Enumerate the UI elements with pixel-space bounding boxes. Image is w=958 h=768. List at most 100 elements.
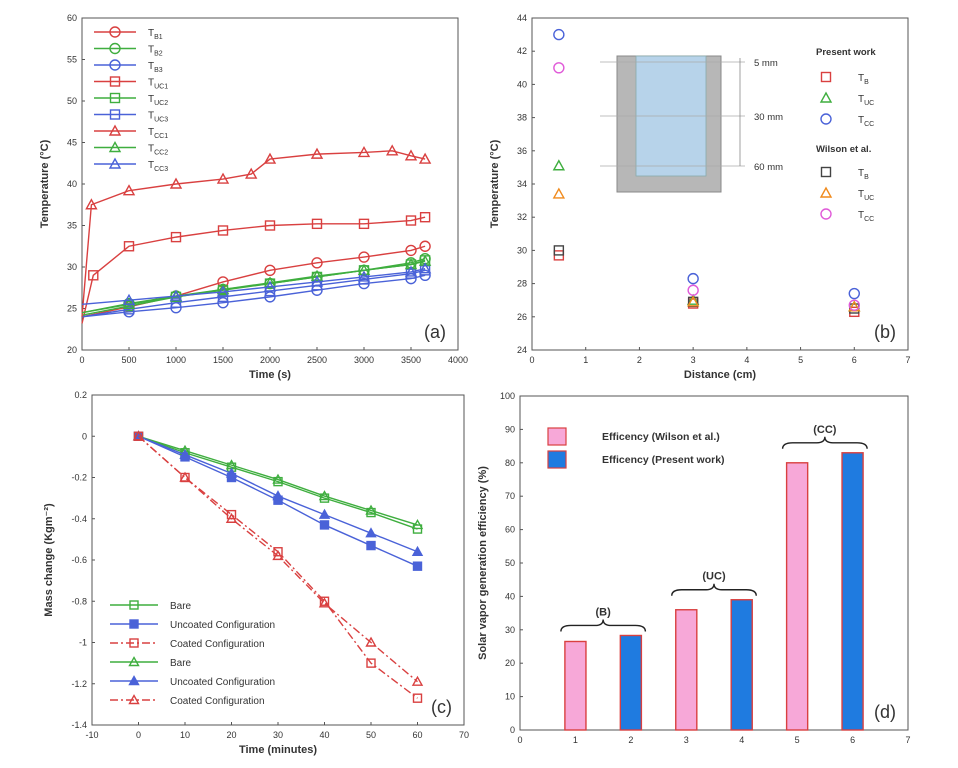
y-tick-label: 0.2 [74, 390, 87, 400]
x-tick-label: 3 [691, 355, 696, 365]
y-tick-label: -0.4 [71, 514, 87, 524]
legend-label: TUC2 [148, 94, 168, 107]
data-point [686, 293, 700, 305]
y-tick-label: 20 [67, 345, 77, 355]
legend-marker [108, 124, 122, 136]
legend-label: TCC1 [148, 127, 168, 140]
legend-marker [129, 638, 139, 648]
x-tick-label: 500 [121, 355, 136, 365]
legend-label: TB [858, 168, 869, 181]
x-tick-label: 10 [180, 730, 190, 740]
series-line [81, 267, 426, 306]
data-point [272, 490, 284, 501]
group-brace: (UC) [671, 571, 757, 596]
y-tick-label: -1.2 [71, 679, 87, 689]
data-point [365, 527, 377, 538]
y-tick-label: 45 [67, 138, 77, 148]
brace-path [781, 436, 868, 449]
x-tick-label: 50 [366, 730, 376, 740]
x-tick-label: 0 [79, 355, 84, 365]
legend-label: Coated Configuration [170, 696, 265, 707]
y-tick-label: 20 [505, 658, 515, 668]
x-tick-label: 1 [583, 355, 588, 365]
legend-label: Uncoated Configuration [170, 677, 275, 688]
legend-group-title: Wilson et al. [816, 144, 871, 155]
legend-label: Efficency (Present work) [602, 454, 725, 466]
data-point [848, 299, 860, 311]
y-tick-label: 34 [517, 179, 527, 189]
legend-label: TB [858, 73, 869, 86]
data-point [358, 251, 370, 263]
data-point [85, 198, 98, 210]
data-point [687, 284, 699, 296]
y-tick-label: 28 [517, 279, 527, 289]
data-point [357, 146, 371, 158]
data-point [123, 241, 135, 252]
data-point [170, 297, 182, 308]
legend-label: TB1 [148, 28, 163, 41]
x-tick-label: 1000 [166, 355, 186, 365]
bar [564, 640, 587, 731]
legend-marker [820, 113, 832, 125]
data-point [170, 231, 182, 243]
legend-marker [109, 76, 121, 87]
legend-swatch [547, 450, 567, 469]
legend-marker [129, 619, 139, 629]
series-wilsonetal-B [553, 245, 860, 314]
data-point [687, 272, 699, 285]
legend-label: Efficency (Wilson et al.) [602, 431, 720, 443]
data-point [264, 291, 276, 303]
legend-label: TCC [858, 210, 874, 223]
y-tick-label: -1 [79, 638, 87, 648]
data-point [319, 520, 330, 530]
x-tick-label: 0 [517, 735, 522, 745]
data-point [272, 473, 284, 484]
legend-marker [820, 166, 832, 178]
data-point [365, 636, 377, 647]
legend-label: TB2 [148, 45, 163, 58]
legend-marker [820, 208, 832, 220]
y-axis-label: Solar vapor generation efficiency (%) [477, 466, 489, 660]
series-T_CC1 [81, 144, 432, 317]
data-point [553, 245, 565, 256]
data-point [411, 519, 424, 530]
y-tick-label: -0.8 [71, 596, 87, 606]
panel-a-temperature-vs-time: 0 500 1000 1500 2000 2500 3000 3500 4000 20 25 30 35… [39, 13, 468, 381]
x-axis-label: Time (minutes) [239, 744, 317, 756]
group-brace: (B) [560, 606, 647, 632]
data-point [318, 490, 331, 501]
group-label: (B) [596, 606, 612, 618]
data-point [552, 187, 566, 199]
y-tick-label: -1.4 [71, 720, 87, 730]
x-tick-label: 3000 [354, 355, 374, 365]
x-tick-label: 4 [739, 735, 744, 745]
data-point [404, 149, 418, 161]
data-point [216, 172, 230, 184]
data-point [225, 467, 238, 478]
x-tick-label: 5 [798, 355, 803, 365]
bar [675, 609, 698, 731]
y-tick-label: 26 [517, 312, 527, 322]
data-point [263, 152, 277, 164]
legend-marker [109, 42, 121, 55]
legend-marker [109, 26, 121, 38]
x-tick-label: 0 [136, 730, 141, 740]
brace-path [671, 583, 757, 596]
series-wilsonetal-UC [552, 187, 861, 312]
legend-label: TCC2 [148, 144, 168, 157]
data-point [386, 144, 399, 156]
y-axis-label: Temperature (°C) [39, 139, 51, 228]
y-tick-label: 60 [505, 525, 515, 535]
x-tick-label: 5 [795, 735, 800, 745]
data-point [412, 693, 423, 703]
y-tick-label: 0 [82, 431, 87, 441]
data-point [132, 430, 145, 441]
series-line [81, 216, 426, 324]
legend-label: TB3 [148, 61, 163, 74]
data-point [318, 508, 331, 519]
series-coated-configuration [132, 430, 424, 686]
legend: Bare Uncoated Configuration Coated Configu… [110, 600, 275, 707]
brace-path [560, 619, 647, 632]
legend-label: TCC3 [148, 160, 168, 173]
